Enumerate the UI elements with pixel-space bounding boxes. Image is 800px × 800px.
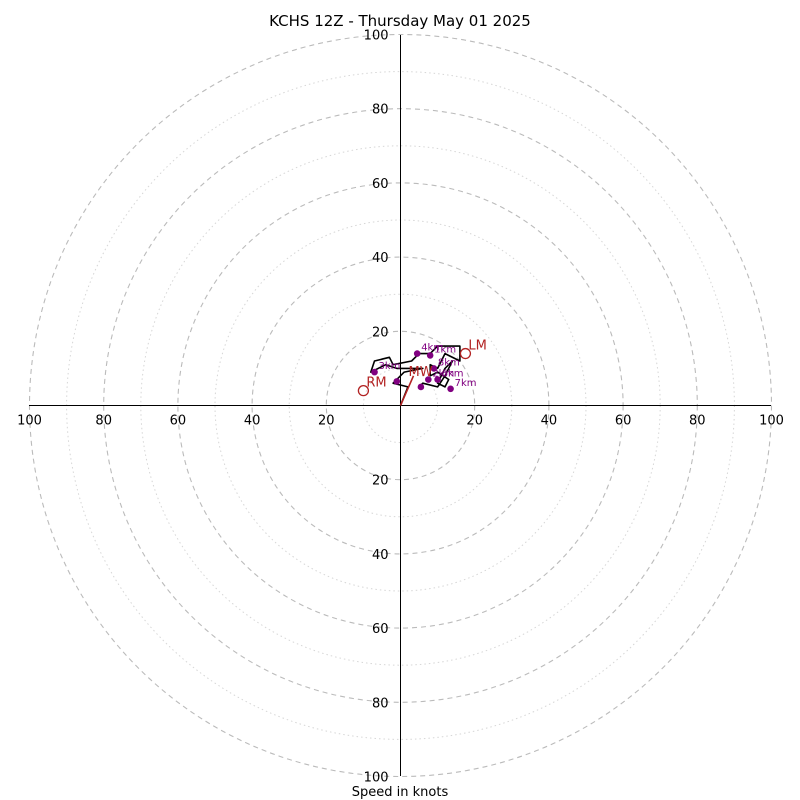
motion-vector-line xyxy=(399,375,415,406)
y-tick-label: 100 xyxy=(364,29,389,44)
height-marker xyxy=(371,368,378,376)
x-axis-title: Speed in knots xyxy=(352,785,449,800)
height-marker xyxy=(426,352,434,359)
height-label: 2km xyxy=(432,369,454,380)
y-tick-label: 60 xyxy=(372,177,389,192)
height-marker xyxy=(434,376,441,383)
x-tick-label: 40 xyxy=(541,414,558,429)
axes xyxy=(29,35,771,776)
chart-title: KCHS 12Z - Thursday May 01 2025 xyxy=(269,12,531,30)
wind-trace-line xyxy=(369,345,461,406)
x-tick-label: 40 xyxy=(244,414,261,429)
x-tick-label: 20 xyxy=(318,414,335,429)
x-tick-label: 20 xyxy=(466,414,483,429)
height-label: 1km xyxy=(434,344,456,355)
height-marker xyxy=(417,383,425,391)
x-tick-label: 100 xyxy=(17,414,42,429)
x-tick-label: 60 xyxy=(615,414,632,429)
x-tick-label: 80 xyxy=(689,414,706,429)
storm-motion-marker xyxy=(357,385,370,397)
y-tick-label: 60 xyxy=(372,622,389,637)
y-tick-label: 80 xyxy=(372,103,389,118)
y-tick-label: 20 xyxy=(372,325,389,340)
height-marker xyxy=(425,376,432,383)
height-label: 8km xyxy=(438,357,460,368)
storm-motions: RM LM MW xyxy=(357,339,487,406)
wind-trace xyxy=(369,345,461,406)
height-label: 7km xyxy=(455,378,477,389)
y-tick-label: 80 xyxy=(372,696,389,711)
y-tick-label: 40 xyxy=(372,251,389,266)
height-label: 6km xyxy=(442,369,464,380)
height-label: 4km xyxy=(421,343,443,354)
height-marker xyxy=(430,365,438,372)
tick-labels: 100 80 60 40 20 20 40 60 80 100 100 80 60 40 20 20 40 60 8… xyxy=(17,29,784,786)
storm-motion-label: LM xyxy=(468,339,486,354)
height-marker xyxy=(413,350,421,357)
height-marker xyxy=(447,385,454,393)
y-tick-label: 100 xyxy=(364,771,389,786)
x-tick-label: 60 xyxy=(170,414,187,429)
x-tick-label: 80 xyxy=(95,414,112,429)
storm-motion-label: RM xyxy=(366,376,386,391)
height-label: 3km xyxy=(379,361,401,372)
storm-motion-label: MW xyxy=(408,365,432,380)
x-tick-label: 100 xyxy=(759,414,784,429)
y-tick-label: 40 xyxy=(372,548,389,563)
height-marker xyxy=(393,378,401,385)
storm-motion-marker xyxy=(459,347,472,360)
y-tick-label: 20 xyxy=(372,474,389,489)
